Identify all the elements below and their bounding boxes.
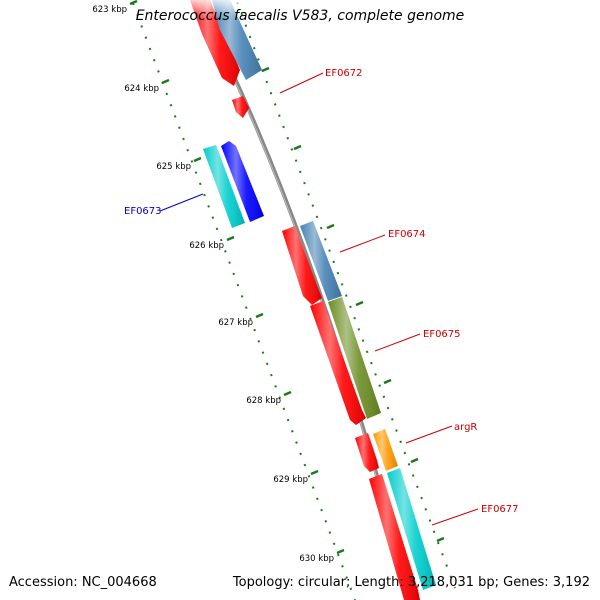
gene-feature-argr[interactable] xyxy=(373,429,398,471)
tick-label: 630 kbp xyxy=(299,554,334,564)
top-fade xyxy=(180,0,270,18)
tick-label: 628 kbp xyxy=(246,396,281,406)
gene-feature-ef0675[interactable] xyxy=(328,297,381,419)
gene-label-ef0675[interactable]: EF0675 xyxy=(423,329,461,340)
leader-argr xyxy=(405,425,453,444)
tick-mark xyxy=(255,312,264,319)
gene-feature-red-long[interactable] xyxy=(310,301,366,425)
gene-feature-red-small[interactable] xyxy=(355,433,379,472)
tick-label: 626 kbp xyxy=(189,241,224,251)
tick-mark xyxy=(129,0,138,6)
tick-mark xyxy=(310,469,319,476)
tick-mark-inner xyxy=(293,144,302,151)
tick-mark-inner xyxy=(436,536,445,543)
gene-feature-red[interactable] xyxy=(282,226,322,305)
gene-label-ef0673[interactable]: EF0673 xyxy=(124,206,162,217)
tick-label: 627 kbp xyxy=(218,318,253,328)
gene-label-ef0672[interactable]: EF0672 xyxy=(325,68,363,79)
gene-feature[interactable] xyxy=(190,0,240,86)
gene-feature[interactable] xyxy=(212,0,262,80)
tick-mark-inner xyxy=(326,223,335,230)
leader-ef0672 xyxy=(279,72,324,94)
gene-label-leaders xyxy=(159,72,479,526)
gene-label-argr[interactable]: argR xyxy=(454,422,477,433)
tick-mark-inner xyxy=(383,378,392,385)
tick-label: 629 kbp xyxy=(273,475,308,485)
gene-feature-red-bottom[interactable] xyxy=(369,474,420,600)
gene-feature-ef0673[interactable] xyxy=(221,141,264,222)
map-title: Enterococcus faecalis V583, complete gen… xyxy=(135,8,465,24)
scale-ticks: 623 kbp 624 kbp 625 kbp 626 kbp 627 kbp 628 k… xyxy=(92,0,445,564)
tick-mark-inner xyxy=(355,300,364,307)
genome-backbone-highlight xyxy=(195,0,410,600)
leader-ef0675 xyxy=(374,333,421,352)
accession-text: Accession: NC_004668 xyxy=(9,575,157,590)
scale-dot-line-inner xyxy=(235,0,456,589)
tick-mark xyxy=(226,235,235,242)
tick-mark-inner xyxy=(261,66,270,73)
gene-feature-ef0677[interactable] xyxy=(387,468,436,590)
tick-label: 624 kbp xyxy=(124,84,159,94)
leader-ef0674 xyxy=(339,234,386,253)
gene-feature-ef0674[interactable] xyxy=(300,221,342,301)
tick-mark xyxy=(193,156,202,163)
gene-label-ef0674[interactable]: EF0674 xyxy=(388,229,426,240)
gene-feature-ef0673-cyan[interactable] xyxy=(203,145,245,228)
gene-label-ef0677[interactable]: EF0677 xyxy=(481,504,519,515)
leader-ef0677 xyxy=(431,508,479,526)
gene-labels: EF0672 EF0673 EF0674 EF0675 argR EF0677 xyxy=(124,68,519,515)
tick-label: 625 kbp xyxy=(156,162,191,172)
tick-mark xyxy=(161,78,170,85)
tick-mark-inner xyxy=(410,457,419,464)
tick-label: 623 kbp xyxy=(92,5,127,15)
leader-ef0673 xyxy=(159,193,204,212)
tick-mark xyxy=(283,390,292,397)
tick-mark xyxy=(336,548,345,555)
gene-feature-ef0672[interactable] xyxy=(232,96,249,118)
gene-features xyxy=(180,0,436,600)
genome-summary-text: Topology: circular; Length: 3,218,031 bp… xyxy=(232,575,590,590)
